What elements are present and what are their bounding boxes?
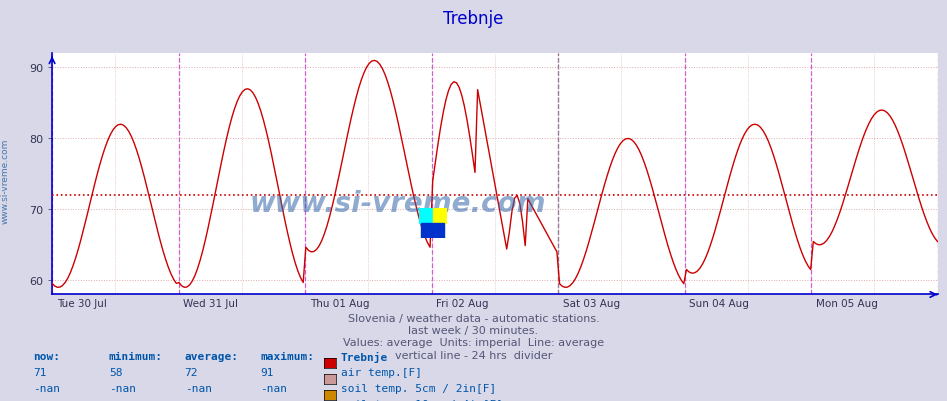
Bar [421, 223, 444, 239]
Text: air temp.[F]: air temp.[F] [341, 367, 422, 377]
Text: Values: average  Units: imperial  Line: average: Values: average Units: imperial Line: av… [343, 338, 604, 348]
Text: Fri 02 Aug: Fri 02 Aug [437, 299, 489, 309]
Text: 71: 71 [33, 367, 46, 377]
Text: Wed 31 Jul: Wed 31 Jul [184, 299, 239, 309]
Bar [433, 209, 447, 223]
Text: -nan: -nan [109, 399, 136, 401]
Text: now:: now: [33, 351, 61, 361]
Text: Tue 30 Jul: Tue 30 Jul [57, 299, 107, 309]
Text: Mon 05 Aug: Mon 05 Aug [815, 299, 878, 309]
Text: www.si-vreme.com: www.si-vreme.com [0, 138, 9, 223]
Text: www.si-vreme.com: www.si-vreme.com [249, 189, 545, 217]
Text: Slovenia / weather data - automatic stations.: Slovenia / weather data - automatic stat… [348, 314, 599, 324]
Text: -nan: -nan [109, 383, 136, 393]
Text: Trebnje: Trebnje [443, 10, 504, 28]
Text: last week / 30 minutes.: last week / 30 minutes. [408, 326, 539, 336]
Text: soil temp. 5cm / 2in[F]: soil temp. 5cm / 2in[F] [341, 383, 496, 393]
Text: Sat 03 Aug: Sat 03 Aug [563, 299, 620, 309]
Bar [419, 209, 433, 223]
Text: Thu 01 Aug: Thu 01 Aug [310, 299, 369, 309]
Text: 58: 58 [109, 367, 122, 377]
Text: maximum:: maximum: [260, 351, 314, 361]
Text: minimum:: minimum: [109, 351, 163, 361]
Text: soil temp. 10cm / 4in[F]: soil temp. 10cm / 4in[F] [341, 399, 503, 401]
Text: Sun 04 Aug: Sun 04 Aug [689, 299, 749, 309]
Text: vertical line - 24 hrs  divider: vertical line - 24 hrs divider [395, 350, 552, 360]
Text: -nan: -nan [185, 399, 212, 401]
Text: average:: average: [185, 351, 239, 361]
Text: -nan: -nan [33, 399, 61, 401]
Text: 91: 91 [260, 367, 274, 377]
Text: -nan: -nan [260, 399, 288, 401]
Text: -nan: -nan [260, 383, 288, 393]
Text: 72: 72 [185, 367, 198, 377]
Text: -nan: -nan [33, 383, 61, 393]
Text: -nan: -nan [185, 383, 212, 393]
Text: Trebnje: Trebnje [341, 351, 388, 362]
